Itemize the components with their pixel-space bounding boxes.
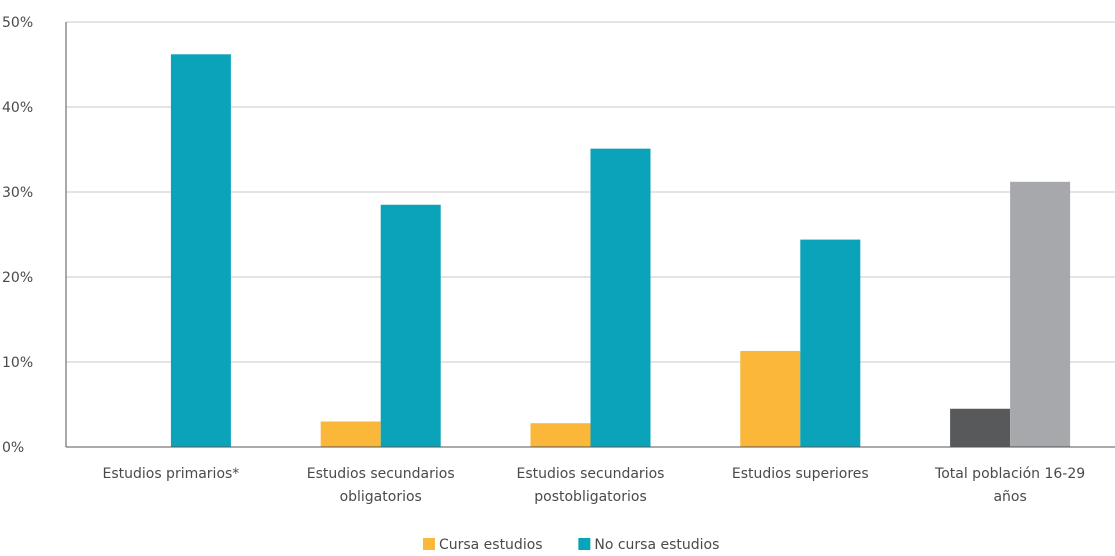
legend-label: Cursa estudios bbox=[439, 537, 543, 553]
y-tick-label: 40% bbox=[2, 100, 33, 116]
x-tick-label: postobligatorios bbox=[534, 489, 647, 505]
x-tick-label: años bbox=[993, 489, 1026, 505]
y-tick-label: 50% bbox=[2, 15, 33, 31]
y-axis: 0% 10% 20% 30% 40% 50% bbox=[2, 15, 67, 456]
y-tick-label: 30% bbox=[2, 185, 33, 201]
y-tick-label: 0% bbox=[2, 440, 24, 456]
bar-no-cursa-3 bbox=[800, 239, 861, 447]
x-tick-label: Estudios secundarios bbox=[307, 466, 455, 482]
bar-cursa-3 bbox=[740, 350, 801, 447]
x-tick-label: Estudios superiores bbox=[732, 466, 869, 482]
legend: Cursa estudios No cursa estudios bbox=[422, 537, 719, 553]
y-tick-label: 10% bbox=[2, 355, 33, 371]
legend-swatch bbox=[578, 538, 591, 550]
x-tick-label: Total población 16-29 bbox=[934, 466, 1085, 482]
bar-no-cursa-0 bbox=[170, 54, 231, 448]
legend-label: No cursa estudios bbox=[594, 537, 719, 553]
x-tick-label: Estudios primarios* bbox=[102, 466, 239, 482]
legend-swatch bbox=[422, 538, 435, 550]
bar-no-cursa-2 bbox=[590, 148, 651, 447]
x-axis: Estudios primarios* Estudios secundarios o… bbox=[66, 446, 1115, 505]
x-tick-label: obligatorios bbox=[340, 489, 422, 505]
bar-no-cursa-4 bbox=[1010, 181, 1071, 448]
bars bbox=[170, 54, 1071, 448]
x-tick-label: Estudios secundarios bbox=[517, 466, 665, 482]
y-tick-label: 20% bbox=[2, 270, 33, 286]
bar-cursa-2 bbox=[530, 423, 591, 447]
bar-no-cursa-1 bbox=[380, 204, 441, 447]
bar-cursa-1 bbox=[320, 421, 381, 447]
bar-cursa-4 bbox=[950, 408, 1011, 447]
